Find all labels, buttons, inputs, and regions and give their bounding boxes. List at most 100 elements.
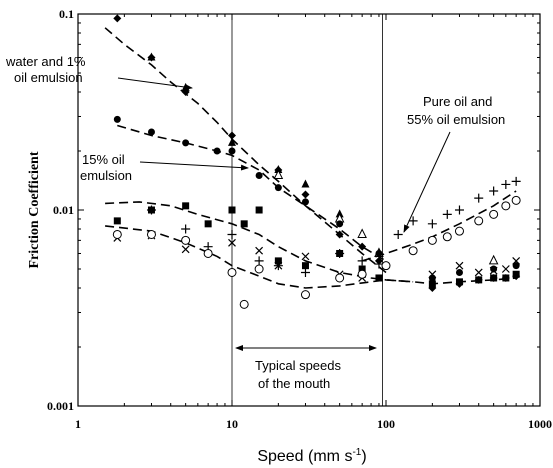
annotation-water-line2: oil emulsion (14, 70, 83, 85)
point-square-filled (255, 206, 263, 214)
annotation-15pct-line1: 15% oil (82, 152, 125, 167)
point-circle-open (511, 195, 521, 205)
point-square-filled (475, 276, 483, 284)
point-plus (442, 209, 452, 219)
y-tick-label: 0.01 (53, 203, 74, 217)
y-tick-label: 0.001 (47, 399, 74, 413)
point-circle-open (146, 229, 156, 239)
annotation-15pct-line2: emulsion (80, 168, 132, 183)
point-diamond (335, 230, 344, 239)
point-square-filled (182, 202, 190, 210)
point-circle-filled (512, 262, 520, 270)
point-circle-filled (274, 184, 282, 192)
x-axis-label-main: Speed (mm s (257, 448, 352, 465)
point-x (474, 268, 483, 277)
point-circle-open (474, 216, 484, 226)
point-x (301, 252, 310, 261)
fit-line-3 (105, 225, 517, 289)
point-diamond (113, 14, 122, 23)
annotation-water: water and 1% oil emulsion (5, 54, 89, 85)
point-diamond (301, 190, 310, 199)
annotation-mouth-line2: of the mouth (258, 376, 330, 391)
point-plus (408, 216, 418, 226)
point-circle-filled (490, 265, 498, 273)
point-circle-filled (375, 249, 383, 257)
point-square-filled (358, 265, 366, 273)
axis-ticks: 1 10 100 1000 0.001 0.01 0.1 (47, 7, 552, 431)
point-triangle-open (488, 254, 499, 265)
point-square-filled (512, 270, 520, 278)
point-plus (227, 229, 237, 239)
point-x (181, 245, 190, 254)
point-circle-filled (336, 220, 344, 228)
point-plus (254, 256, 264, 266)
point-plus (273, 261, 283, 271)
point-plus (146, 205, 156, 215)
point-plus (357, 256, 367, 266)
point-circle-open (254, 264, 264, 274)
point-circle-open (442, 232, 452, 242)
point-circle-open (239, 299, 249, 309)
point-plus (393, 229, 403, 239)
point-square-filled (240, 220, 248, 228)
point-circle-open (357, 269, 367, 279)
point-plus (335, 248, 345, 258)
point-diamond (358, 242, 367, 251)
point-circle-open (335, 273, 345, 283)
point-square-filled (274, 257, 282, 265)
annotation-water-line1: water and 1% (5, 54, 86, 69)
x-axis-label: Speed (mm s-1) (257, 447, 366, 465)
point-circle-filled (182, 139, 190, 147)
point-triangle-filled (147, 52, 156, 61)
x-tick-label: 10 (226, 417, 238, 431)
point-plus (181, 224, 191, 234)
point-plus (427, 219, 437, 229)
point-plus (300, 267, 310, 277)
x-axis-label-close: ) (361, 448, 366, 465)
point-x (455, 261, 464, 270)
annotation-mouth-line1: Typical speeds (255, 358, 341, 373)
fit-line-1 (117, 124, 387, 262)
reference-lines (231, 14, 383, 406)
point-circle-filled (455, 268, 463, 276)
x-tick-label: 100 (377, 417, 395, 431)
point-circle-open (501, 201, 511, 211)
annotation-pure-oil-line1: Pure oil and (423, 94, 492, 109)
point-circle-open (427, 235, 437, 245)
point-circle-filled (213, 147, 221, 155)
fit-line-4 (361, 190, 517, 262)
point-square-filled (204, 220, 212, 228)
point-circle-filled (147, 128, 155, 136)
point-circle-open (408, 246, 418, 256)
point-circle-open (227, 267, 237, 277)
point-plus (501, 179, 511, 189)
point-square-filled (228, 206, 236, 214)
point-square-filled (502, 274, 510, 282)
point-triangle-filled (301, 179, 310, 188)
point-triangle-filled (274, 164, 283, 173)
point-plus (474, 193, 484, 203)
x-tick-label: 1000 (528, 417, 552, 431)
point-triangle-filled (228, 137, 236, 146)
point-x (428, 270, 437, 279)
annotation-arrow-pure-oil (403, 131, 451, 233)
annotation-pure-oil: Pure oil and 55% oil emulsion (407, 94, 505, 127)
annotation-arrow-water (117, 77, 193, 91)
point-square-filled (428, 280, 436, 288)
point-circle-filled (301, 198, 309, 206)
point-square-filled (301, 262, 309, 270)
point-circle-filled (113, 115, 121, 123)
point-triangle-open (357, 228, 367, 238)
point-circle-open (454, 226, 464, 236)
point-circle-open (203, 248, 213, 258)
x-tick-label: 1 (75, 417, 81, 431)
point-plus (454, 205, 464, 215)
point-triangle-open (273, 169, 284, 179)
point-x (501, 265, 510, 273)
point-x (228, 238, 236, 247)
y-axis-label: Friction Coefficient (27, 151, 42, 268)
point-plus (489, 186, 499, 196)
fit-lines (104, 27, 517, 289)
point-circle-open (489, 209, 499, 219)
